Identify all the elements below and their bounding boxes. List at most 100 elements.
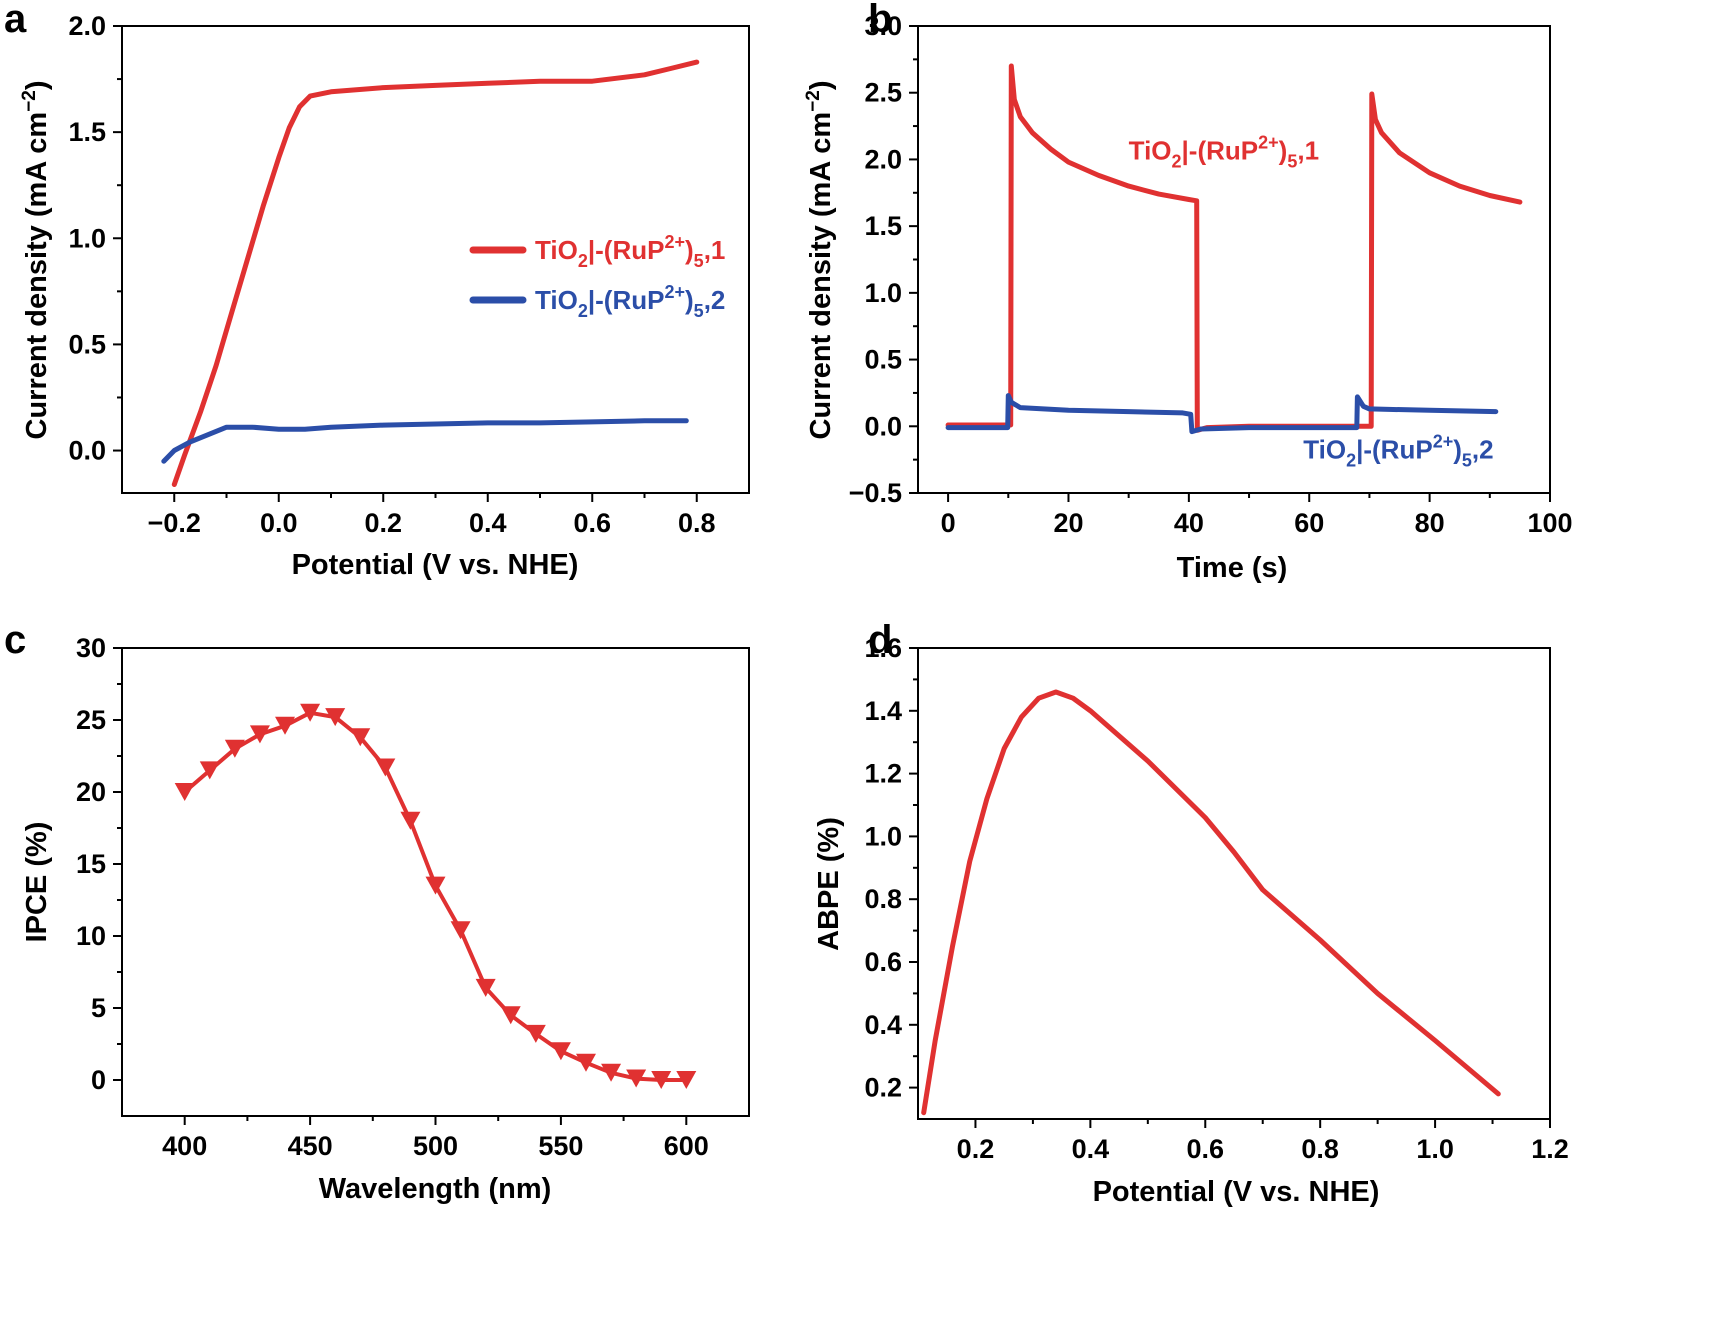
y-axis-label-d: ABPE (%) — [813, 817, 845, 951]
y-tick-label: 25 — [76, 705, 106, 735]
legend-label-a-2-sup: 2+ — [664, 282, 685, 302]
x-tick-label: 0.6 — [573, 508, 611, 538]
data-point-marker — [550, 1042, 571, 1061]
series-label-b-2-part: TiO — [1303, 434, 1346, 464]
series-label-b-2-part: |-(RuP — [1356, 434, 1433, 464]
series-label-b-1-part: TiO — [1129, 135, 1172, 165]
y-axis-ticks-d: 0.2 0.4 0.6 0.8 1.0 1.2 1.4 1.6 — [864, 633, 918, 1103]
y-axis-label-a-end: ) — [21, 81, 53, 91]
panel-letter-d: d — [868, 618, 892, 662]
y-tick-label: 2.0 — [864, 144, 902, 174]
legend-label-a-1-part: |-(RuP — [588, 235, 665, 265]
x-axis-label-b: Time (s) — [1177, 552, 1288, 584]
y-tick-label: 10 — [76, 921, 106, 951]
x-tick-label: 60 — [1294, 508, 1324, 538]
x-tick-label: 0.8 — [678, 508, 716, 538]
x-axis-label-a: Potential (V vs. NHE) — [292, 549, 579, 581]
series-label-b-2: TiO2|-(RuP2+)5,2 — [1303, 431, 1493, 470]
x-tick-label: 400 — [162, 1131, 207, 1161]
legend-label-a-1-part: ) — [685, 235, 694, 265]
x-tick-label: 450 — [288, 1131, 333, 1161]
data-point-marker — [224, 739, 245, 758]
x-tick-label: 0.4 — [469, 508, 507, 538]
data-point-marker — [375, 758, 396, 777]
y-axis-ticks-a: 0.0 0.5 1.0 1.5 2.0 — [68, 11, 122, 466]
y-tick-label: 3.0 — [864, 11, 902, 41]
legend-label-a-1-sub: 2 — [578, 251, 588, 271]
legend-label-a-1-part: ,1 — [704, 235, 726, 265]
y-tick-label: 0.0 — [864, 411, 902, 441]
x-tick-label: 0.8 — [1301, 1134, 1339, 1164]
data-point-marker — [626, 1069, 647, 1088]
series-label-b-1-part: ) — [1279, 135, 1288, 165]
series-line-d-1 — [921, 689, 1501, 1116]
x-axis-label-c: Wavelength (nm) — [319, 1173, 552, 1205]
y-tick-label: 0.5 — [68, 329, 106, 359]
y-tick-label: 1.0 — [864, 278, 902, 308]
y-axis-label-a-sup: −2 — [19, 90, 40, 112]
data-point-marker — [651, 1071, 672, 1089]
legend-label-a-2-sub: 5 — [694, 301, 704, 321]
y-axis-label-b-end: ) — [805, 81, 837, 91]
series-group-a — [161, 59, 700, 487]
series-label-b-2-sub: 2 — [1346, 450, 1356, 470]
series-label-b-2-part: ,2 — [1472, 434, 1494, 464]
y-tick-label: 1.5 — [864, 211, 902, 241]
x-axis-ticks-a: −0.2 0.0 0.2 0.4 0.6 0.8 — [148, 493, 716, 538]
legend-label-a-2-part: |-(RuP — [588, 285, 665, 315]
series-label-b-1-sup: 2+ — [1258, 132, 1279, 152]
x-tick-label: 1.2 — [1531, 1134, 1569, 1164]
x-tick-label: 1.0 — [1416, 1134, 1454, 1164]
x-tick-label: 550 — [538, 1131, 583, 1161]
chart-panel-b: b 0 20 40 60 80 100 −0.5 0.0 0.5 1.0 1.5 2.0 2.5 3.0… — [803, 0, 1573, 584]
y-tick-label: 0.0 — [68, 436, 106, 466]
series-group-b — [945, 63, 1523, 435]
data-point-marker — [676, 1071, 697, 1089]
x-axis-label-d: Potential (V vs. NHE) — [1093, 1176, 1380, 1208]
chart-panel-d: d 0.2 0.4 0.6 0.8 1.0 1.2 0.2 0.4 0.6 0.8 1.0 1.2 1… — [813, 618, 1569, 1208]
x-tick-label: 500 — [413, 1131, 458, 1161]
y-tick-label: 0.6 — [864, 947, 902, 977]
series-line-a-2 — [161, 418, 689, 464]
y-tick-label: 5 — [91, 993, 106, 1023]
legend-label-a-2-part: TiO — [535, 285, 578, 315]
y-axis-label-b-main: Current density (mA cm — [805, 112, 837, 440]
y-tick-label: 1.0 — [864, 821, 902, 851]
x-tick-label: 0.0 — [260, 508, 298, 538]
y-tick-label: 20 — [76, 777, 106, 807]
series-group-c — [174, 703, 697, 1089]
series-line-a-1 — [171, 59, 700, 487]
legend-label-a-1-sub: 5 — [694, 251, 704, 271]
x-axis-ticks-c: 400 450 500 550 600 — [162, 1116, 709, 1161]
y-tick-label: 15 — [76, 849, 106, 879]
series-label-b-1-sub: 2 — [1172, 151, 1182, 171]
data-point-marker — [275, 716, 296, 735]
y-tick-label: 1.6 — [864, 633, 902, 663]
y-tick-label: 0.4 — [864, 1010, 902, 1040]
x-tick-label: 0.4 — [1072, 1134, 1110, 1164]
y-axis-ticks-b: −0.5 0.0 0.5 1.0 1.5 2.0 2.5 3.0 — [849, 11, 918, 508]
series-label-b-2-sub: 5 — [1462, 450, 1472, 470]
legend-label-a-2-part: ) — [685, 285, 694, 315]
data-point-marker — [199, 761, 220, 780]
panel-letter-b: b — [868, 0, 892, 41]
data-point-marker — [475, 978, 496, 997]
data-point-marker — [525, 1024, 546, 1043]
y-axis-label-c: IPCE (%) — [21, 822, 53, 943]
data-point-marker — [350, 728, 371, 747]
legend-label-a-1-sup: 2+ — [664, 232, 685, 252]
data-point-marker — [174, 783, 195, 801]
legend-label-a-2-sub: 2 — [578, 301, 588, 321]
y-tick-label: 0.8 — [864, 884, 902, 914]
data-point-marker — [450, 921, 471, 940]
y-axis-ticks-c: 0 5 10 15 20 25 30 — [76, 633, 122, 1095]
data-point-marker — [249, 725, 270, 744]
series-label-b-1-sub: 5 — [1287, 151, 1297, 171]
data-point-marker — [601, 1063, 622, 1082]
x-tick-label: 40 — [1174, 508, 1204, 538]
x-tick-label: 0.2 — [957, 1134, 995, 1164]
panel-letter-c: c — [4, 618, 26, 662]
data-point-marker — [400, 811, 421, 830]
x-axis-ticks-d: 0.2 0.4 0.6 0.8 1.0 1.2 — [957, 1119, 1569, 1164]
legend-label-a-1-part: TiO — [535, 235, 578, 265]
